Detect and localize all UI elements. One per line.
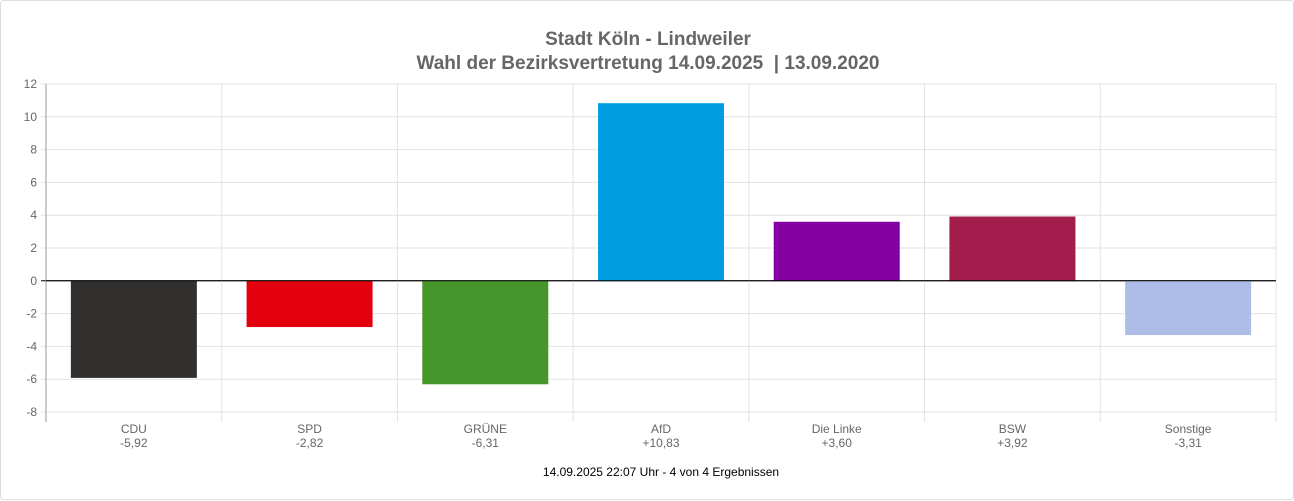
y-tick-label: -4 [26, 339, 37, 353]
bar-sonstige [1125, 280, 1252, 336]
bar-grüne [422, 280, 549, 385]
y-tick-label: 2 [30, 241, 37, 255]
chart-title-line-2: Wahl der Bezirksvertretung 14.09.2025 | … [417, 53, 880, 74]
bar-die-linke [773, 221, 900, 281]
y-tick-label: 8 [30, 143, 37, 157]
y-tick-label: 6 [30, 175, 37, 189]
value-label: -6,31 [472, 436, 500, 450]
chart-title-line-1: Stadt Köln - Lindweiler [545, 29, 751, 50]
value-label: +3,60 [822, 436, 853, 450]
y-tick-label: -8 [26, 405, 37, 419]
bar-cdu [70, 280, 197, 378]
y-tick-label: 4 [30, 208, 37, 222]
y-tick-label: -6 [26, 372, 37, 386]
y-tick-label: 10 [24, 110, 38, 124]
value-label: +3,92 [997, 436, 1028, 450]
footer-text: 14.09.2025 22:07 Uhr - 4 von 4 Ergebniss… [543, 465, 779, 479]
value-label: +10,83 [642, 436, 679, 450]
x-tick-label: GRÜNE [464, 422, 507, 436]
y-tick-label: 12 [24, 77, 38, 91]
bar-spd [246, 280, 373, 328]
value-label: -3,31 [1174, 436, 1202, 450]
x-tick-label: AfD [651, 422, 671, 436]
x-tick-label: BSW [999, 422, 1027, 436]
x-tick-label: SPD [297, 422, 322, 436]
bar-bsw [949, 216, 1076, 281]
value-label: -5,92 [120, 436, 148, 450]
x-tick-label: CDU [121, 422, 147, 436]
y-tick-label: 0 [30, 274, 37, 288]
bar-afd [598, 103, 724, 281]
x-tick-label: Die Linke [812, 422, 862, 436]
value-label: -2,82 [296, 436, 324, 450]
x-tick-label: Sonstige [1165, 422, 1212, 436]
y-tick-label: -2 [26, 307, 37, 321]
